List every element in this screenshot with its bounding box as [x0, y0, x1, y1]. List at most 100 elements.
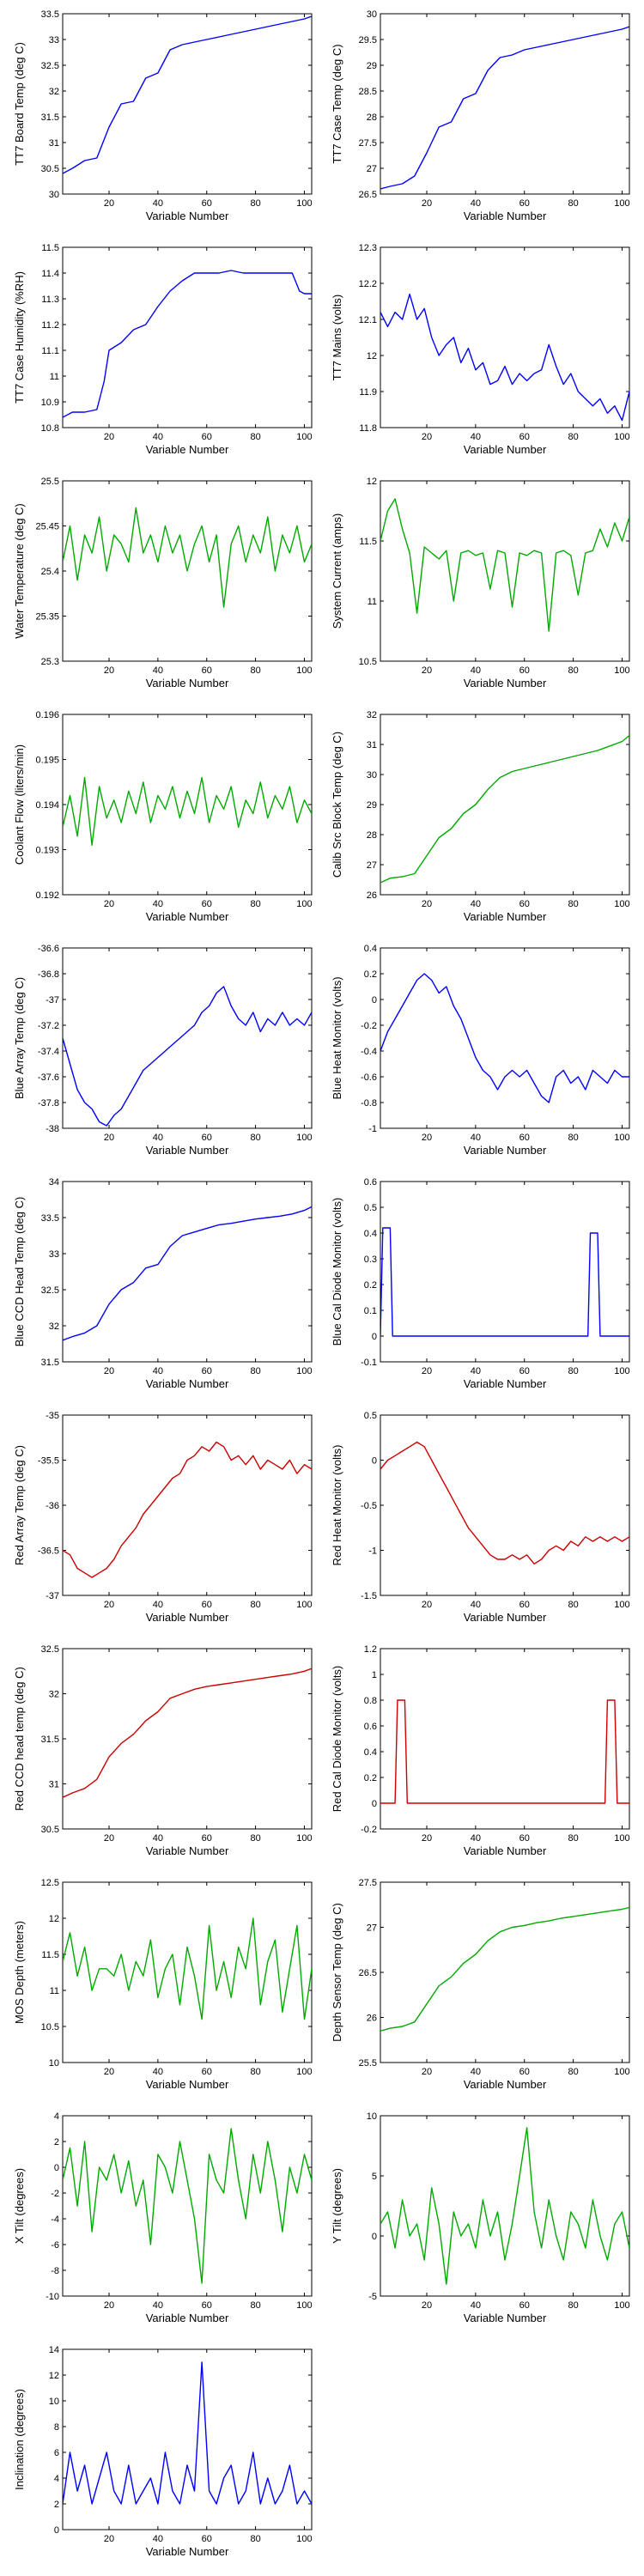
chart-svg: 31.5 32 32.5 33 33.5 34 20 40 60 80 100 Variable Nu…: [13, 1177, 313, 1390]
chart-panel: -37 -36.5 -36 -35.5 -35 20 40 60 80 100 Variable N…: [13, 1410, 322, 1633]
y-tick-label: 10.8: [41, 423, 59, 434]
chart-svg: 26.5 27 27.5 28 28.5 29 29.5 30 20 40 60 80 100 Varia…: [331, 9, 630, 222]
y-tick-label: 0.1: [364, 1306, 377, 1316]
x-tick-label: 100: [296, 665, 312, 676]
series-line: [63, 1206, 312, 1341]
chart-svg: -1.5 -1 -0.5 0 0.5 20 40 60 80 100 Variable Number…: [331, 1411, 630, 1624]
y-tick-label: -0.1: [361, 1358, 377, 1368]
y-axis-label: MOS Depth (meters): [13, 1921, 26, 2024]
chart-svg: 0 2 4 6 8 10 12 14 20 40 60 80 100 Variable Number Inc…: [13, 2345, 313, 2558]
chart-panel: -5 0 5 10 20 40 60 80 100 Variable Number Y Tilt (…: [331, 2111, 640, 2334]
x-tick-label: 100: [296, 2534, 312, 2544]
x-tick-label: 100: [296, 899, 312, 909]
y-tick-label: 11.8: [359, 423, 377, 434]
y-tick-label: 25.4: [41, 567, 59, 577]
y-tick-label: 8: [54, 2422, 59, 2433]
x-tick-label: 80: [250, 2300, 260, 2311]
y-tick-label: 0.2: [364, 969, 377, 980]
chart-svg: 10 10.5 11 11.5 12 12.5 20 40 60 80 100 Variable Nu…: [13, 1878, 313, 2091]
y-tick-label: 33: [49, 35, 59, 46]
chart-panel: 0.192 0.193 0.194 0.195 0.196 20 40 60 80 100 Vari…: [13, 709, 322, 933]
y-tick-label: 4: [54, 2474, 59, 2484]
y-tick-label: 33.5: [41, 1213, 59, 1224]
chart-panel: 30 30.5 31 31.5 32 32.5 33 33.5 20 40 60 80 100 Varia…: [13, 9, 322, 232]
y-tick-label: 11.5: [41, 243, 59, 253]
x-tick-label: 40: [153, 665, 163, 676]
chart-svg: -38 -37.8 -37.6 -37.4 -37.2 -37 -36.8 -36.6 20 40…: [13, 944, 313, 1157]
plot-frame: [62, 1881, 313, 2063]
y-axis-label: Red Array Temp (deg C): [13, 1445, 26, 1565]
y-tick-label: 10.5: [41, 2022, 59, 2032]
x-tick-label: 80: [568, 665, 578, 676]
x-tick-label: 20: [104, 2300, 114, 2311]
y-tick-label: 0.5: [364, 1411, 377, 1421]
y-tick-label: 10: [49, 2058, 59, 2069]
x-tick-label: 20: [104, 1833, 114, 1844]
x-tick-label: 40: [153, 198, 163, 209]
y-tick-label: 31.5: [41, 112, 59, 123]
x-tick-label: 40: [471, 1600, 481, 1610]
y-axis-label: Water Temperature (deg C): [13, 503, 26, 639]
x-tick-label: 40: [471, 2067, 481, 2077]
x-tick-label: 100: [296, 1600, 312, 1610]
y-tick-label: -37.8: [38, 1098, 59, 1109]
y-tick-label: 0: [372, 1456, 377, 1467]
x-axis-label: Variable Number: [146, 2078, 229, 2091]
chart-panel: 26 27 28 29 30 31 32 20 40 60 80 100 Variable Number…: [331, 709, 640, 933]
x-tick-label: 80: [568, 1133, 578, 1143]
x-tick-label: 80: [250, 1366, 260, 1376]
x-axis-label: Variable Number: [464, 677, 547, 690]
plot-frame: [62, 1181, 313, 1363]
y-tick-label: -1: [368, 1546, 377, 1557]
y-tick-label: 30.5: [41, 1825, 59, 1835]
y-tick-label: 0.2: [364, 1773, 377, 1783]
chart-panel: 31.5 32 32.5 33 33.5 34 20 40 60 80 100 Variable Nu…: [13, 1176, 322, 1400]
y-tick-label: 2: [54, 2137, 59, 2148]
x-tick-label: 60: [202, 2300, 212, 2311]
y-tick-label: 11.5: [359, 537, 377, 547]
chart-svg: 10.8 10.9 11 11.1 11.2 11.3 11.4 11.5 20 40 60 80 10…: [13, 243, 313, 456]
plot-frame: [62, 714, 313, 896]
y-tick-label: 31: [49, 1780, 59, 1790]
y-tick-label: 30: [367, 9, 377, 20]
y-tick-label: 32: [367, 710, 377, 720]
x-tick-label: 80: [568, 899, 578, 909]
plot-frame: [380, 246, 630, 428]
y-tick-label: 26: [367, 890, 377, 901]
x-tick-label: 80: [250, 198, 260, 209]
series-line: [380, 734, 629, 884]
x-tick-label: 80: [568, 2300, 578, 2311]
y-tick-label: -10: [46, 2292, 59, 2302]
plot-frame: [62, 947, 313, 1129]
y-axis-label: Calib Src Block Temp (deg C): [331, 732, 343, 878]
y-tick-label: -37: [46, 995, 59, 1005]
y-tick-label: -0.2: [361, 1825, 377, 1835]
y-tick-label: 32.5: [41, 61, 59, 71]
y-axis-label: TT7 Case Temp (deg C): [331, 44, 343, 163]
x-tick-label: 80: [250, 1833, 260, 1844]
y-tick-label: 26: [367, 2014, 377, 2024]
y-tick-label: -37.2: [38, 1021, 59, 1031]
chart-panel: -38 -37.8 -37.6 -37.4 -37.2 -37 -36.8 -36.6 20 40…: [13, 943, 322, 1166]
x-tick-label: 100: [296, 1833, 312, 1844]
series-line: [63, 2361, 312, 2505]
plot-frame: [62, 2348, 313, 2530]
x-tick-label: 80: [250, 665, 260, 676]
y-tick-label: 28.5: [359, 87, 377, 97]
x-axis-label: Variable Number: [464, 2312, 547, 2324]
y-tick-label: -2: [51, 2189, 59, 2199]
y-tick-label: 0.4: [364, 1229, 377, 1239]
chart-panel: 25.3 25.35 25.4 25.45 25.5 20 40 60 80 100 Variabl…: [13, 476, 322, 699]
x-tick-label: 40: [153, 2300, 163, 2311]
x-tick-label: 100: [614, 1366, 629, 1376]
y-tick-label: 10.5: [359, 657, 377, 667]
x-tick-label: 40: [471, 665, 481, 676]
chart-svg: 25.5 26 26.5 27 27.5 20 40 60 80 100 Variable Numb…: [331, 1878, 630, 2091]
chart-svg: -37 -36.5 -36 -35.5 -35 20 40 60 80 100 Variable N…: [13, 1411, 313, 1624]
x-tick-label: 100: [296, 1366, 312, 1376]
x-tick-label: 100: [296, 1133, 312, 1143]
y-tick-label: 0.8: [364, 1696, 377, 1706]
y-tick-label: -35: [46, 1411, 59, 1421]
y-tick-label: 0: [372, 1799, 377, 1809]
y-tick-label: -38: [46, 1124, 59, 1134]
